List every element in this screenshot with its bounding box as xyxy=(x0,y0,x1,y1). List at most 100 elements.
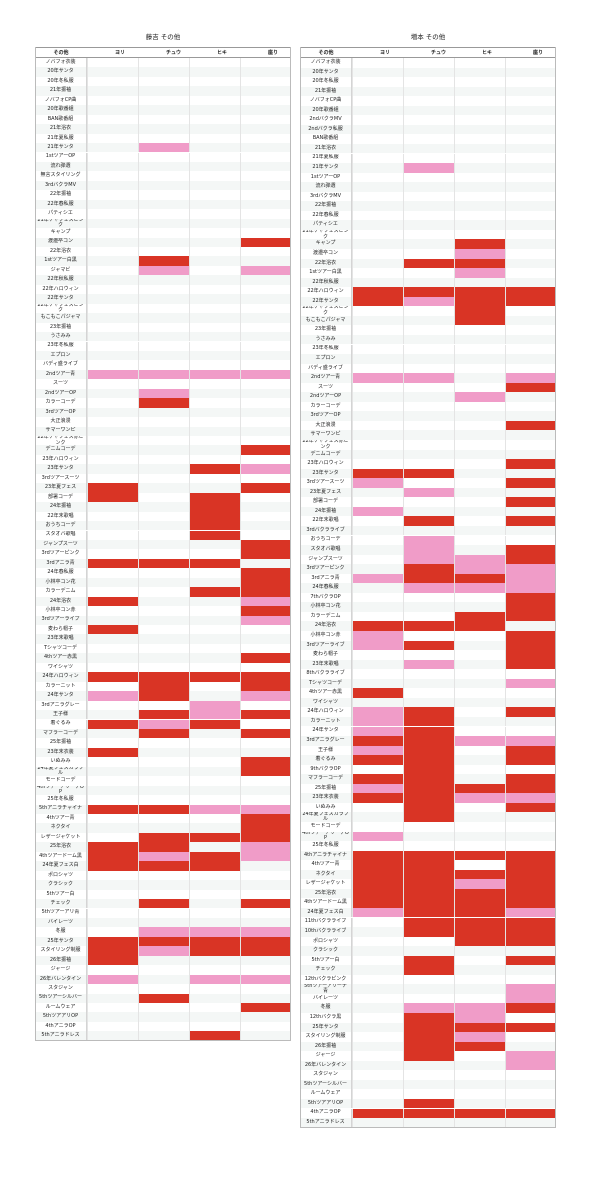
grid-cell[interactable] xyxy=(352,640,403,651)
grid-cell[interactable] xyxy=(138,1021,189,1032)
grid-cell[interactable] xyxy=(138,67,189,77)
grid-cell[interactable] xyxy=(454,153,505,164)
grid-cell[interactable] xyxy=(505,621,556,631)
grid-cell[interactable] xyxy=(240,133,291,144)
grid-cell[interactable] xyxy=(87,322,138,333)
grid-cell[interactable] xyxy=(454,468,505,479)
grid-cell[interactable] xyxy=(403,764,454,775)
grid-cell[interactable] xyxy=(352,774,403,784)
grid-cell[interactable] xyxy=(505,153,556,164)
grid-cell[interactable] xyxy=(138,171,189,181)
grid-cell[interactable] xyxy=(240,634,291,644)
grid-cell[interactable] xyxy=(189,445,240,455)
grid-cell[interactable] xyxy=(240,861,291,871)
grid-cell[interactable] xyxy=(87,247,138,257)
grid-cell[interactable] xyxy=(352,535,403,546)
grid-cell[interactable] xyxy=(87,313,138,323)
grid-cell[interactable] xyxy=(138,511,189,522)
grid-cell[interactable] xyxy=(505,105,556,116)
grid-cell[interactable] xyxy=(454,564,505,574)
grid-cell[interactable] xyxy=(189,218,240,229)
grid-cell[interactable] xyxy=(240,785,291,796)
grid-cell[interactable] xyxy=(403,525,454,536)
grid-cell[interactable] xyxy=(87,350,138,361)
grid-cell[interactable] xyxy=(189,1021,240,1032)
grid-cell[interactable] xyxy=(505,917,556,928)
grid-cell[interactable] xyxy=(403,602,454,612)
grid-cell[interactable] xyxy=(352,669,403,679)
grid-cell[interactable] xyxy=(240,823,291,833)
grid-cell[interactable] xyxy=(352,927,403,937)
grid-cell[interactable] xyxy=(240,842,291,852)
grid-cell[interactable] xyxy=(454,268,505,278)
grid-cell[interactable] xyxy=(189,67,240,77)
grid-cell[interactable] xyxy=(352,306,403,316)
grid-cell[interactable] xyxy=(138,606,189,616)
grid-cell[interactable] xyxy=(454,869,505,880)
grid-cell[interactable] xyxy=(403,497,454,507)
grid-cell[interactable] xyxy=(87,880,138,890)
grid-cell[interactable] xyxy=(240,653,291,663)
grid-cell[interactable] xyxy=(352,716,403,727)
grid-cell[interactable] xyxy=(505,707,556,717)
grid-cell[interactable] xyxy=(352,621,403,631)
grid-cell[interactable] xyxy=(505,239,556,249)
grid-cell[interactable] xyxy=(403,430,454,440)
grid-cell[interactable] xyxy=(454,573,505,584)
grid-cell[interactable] xyxy=(454,850,505,861)
grid-cell[interactable] xyxy=(352,1118,403,1128)
grid-cell[interactable] xyxy=(454,334,505,345)
grid-cell[interactable] xyxy=(87,539,138,550)
grid-cell[interactable] xyxy=(87,984,138,994)
grid-cell[interactable] xyxy=(240,171,291,181)
grid-cell[interactable] xyxy=(454,440,505,450)
grid-cell[interactable] xyxy=(352,783,403,794)
grid-cell[interactable] xyxy=(138,889,189,900)
grid-cell[interactable] xyxy=(138,492,189,503)
grid-cell[interactable] xyxy=(454,420,505,431)
grid-cell[interactable] xyxy=(454,707,505,717)
grid-cell[interactable] xyxy=(454,344,505,355)
grid-cell[interactable] xyxy=(454,525,505,536)
grid-cell[interactable] xyxy=(240,984,291,994)
grid-cell[interactable] xyxy=(454,124,505,135)
grid-cell[interactable] xyxy=(87,946,138,956)
grid-cell[interactable] xyxy=(87,974,138,985)
grid-cell[interactable] xyxy=(505,697,556,708)
grid-cell[interactable] xyxy=(403,334,454,345)
grid-cell[interactable] xyxy=(87,530,138,540)
grid-cell[interactable] xyxy=(240,728,291,739)
grid-cell[interactable] xyxy=(454,907,505,918)
grid-cell[interactable] xyxy=(87,180,138,191)
grid-cell[interactable] xyxy=(189,483,240,493)
grid-cell[interactable] xyxy=(505,1022,556,1033)
grid-cell[interactable] xyxy=(403,659,454,670)
grid-cell[interactable] xyxy=(505,1041,556,1052)
grid-cell[interactable] xyxy=(454,373,505,383)
grid-cell[interactable] xyxy=(240,379,291,389)
grid-cell[interactable] xyxy=(138,710,189,720)
grid-cell[interactable] xyxy=(352,802,403,813)
grid-cell[interactable] xyxy=(403,191,454,202)
grid-cell[interactable] xyxy=(454,459,505,469)
grid-cell[interactable] xyxy=(138,1003,189,1013)
grid-cell[interactable] xyxy=(189,426,240,436)
grid-cell[interactable] xyxy=(505,965,556,975)
grid-cell[interactable] xyxy=(454,736,505,746)
grid-cell[interactable] xyxy=(189,814,240,824)
grid-cell[interactable] xyxy=(403,392,454,402)
grid-cell[interactable] xyxy=(138,407,189,418)
grid-cell[interactable] xyxy=(189,908,240,918)
grid-cell[interactable] xyxy=(454,182,505,192)
grid-cell[interactable] xyxy=(240,804,291,814)
grid-cell[interactable] xyxy=(240,1003,291,1013)
grid-cell[interactable] xyxy=(352,1041,403,1052)
grid-cell[interactable] xyxy=(240,76,291,87)
grid-cell[interactable] xyxy=(189,1012,240,1022)
grid-cell[interactable] xyxy=(352,115,403,125)
grid-cell[interactable] xyxy=(454,650,505,660)
grid-cell[interactable] xyxy=(189,880,240,890)
grid-cell[interactable] xyxy=(240,152,291,162)
grid-cell[interactable] xyxy=(352,650,403,660)
grid-cell[interactable] xyxy=(403,163,454,173)
